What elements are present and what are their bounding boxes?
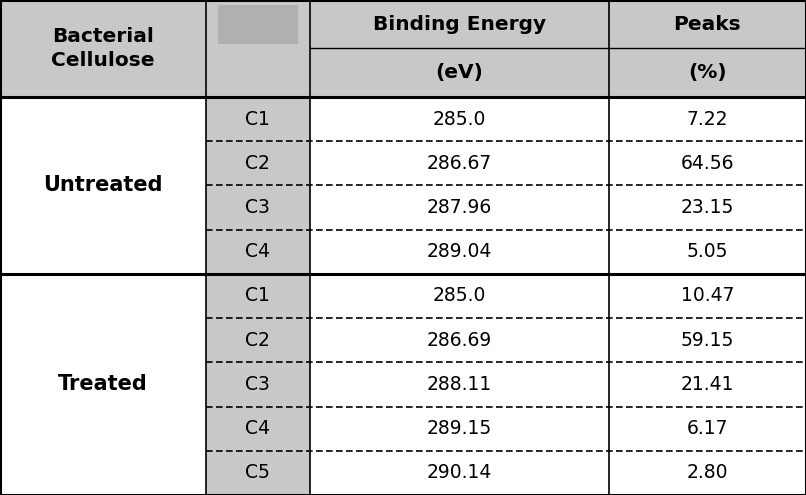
- Bar: [206, 141, 310, 185]
- Bar: [609, 185, 806, 230]
- Bar: [310, 0, 609, 97]
- Text: 287.96: 287.96: [427, 198, 492, 217]
- Bar: [609, 141, 806, 185]
- Text: Treated: Treated: [58, 374, 147, 395]
- Bar: [206, 97, 310, 141]
- Text: 2.80: 2.80: [687, 463, 728, 483]
- Bar: [310, 274, 609, 318]
- Bar: [0, 274, 206, 495]
- Text: 285.0: 285.0: [433, 109, 486, 129]
- Text: C2: C2: [246, 154, 270, 173]
- Text: 285.0: 285.0: [433, 287, 486, 305]
- Bar: [310, 451, 609, 495]
- Text: 5.05: 5.05: [687, 242, 728, 261]
- Text: C4: C4: [245, 419, 271, 438]
- Bar: [218, 5, 297, 44]
- Bar: [609, 97, 806, 141]
- Bar: [206, 185, 310, 230]
- Bar: [206, 362, 310, 406]
- Text: C3: C3: [246, 375, 270, 394]
- Bar: [310, 318, 609, 362]
- Bar: [609, 406, 806, 451]
- Bar: [609, 0, 806, 97]
- Text: Peaks: Peaks: [674, 15, 741, 34]
- Text: 59.15: 59.15: [680, 331, 734, 349]
- Bar: [310, 97, 609, 141]
- Bar: [0, 0, 206, 97]
- Bar: [206, 451, 310, 495]
- Text: 289.04: 289.04: [426, 242, 492, 261]
- Text: Binding Energy: Binding Energy: [373, 15, 546, 34]
- Bar: [310, 185, 609, 230]
- Text: 23.15: 23.15: [680, 198, 734, 217]
- Text: C1: C1: [246, 109, 270, 129]
- Bar: [609, 451, 806, 495]
- Text: 286.67: 286.67: [427, 154, 492, 173]
- Text: 289.15: 289.15: [427, 419, 492, 438]
- Bar: [206, 406, 310, 451]
- Text: C5: C5: [246, 463, 270, 483]
- Bar: [206, 318, 310, 362]
- Text: 7.22: 7.22: [687, 109, 728, 129]
- Bar: [310, 230, 609, 274]
- Text: (eV): (eV): [435, 63, 484, 82]
- Bar: [206, 0, 310, 97]
- Bar: [206, 230, 310, 274]
- Bar: [609, 362, 806, 406]
- Text: 288.11: 288.11: [427, 375, 492, 394]
- Bar: [609, 318, 806, 362]
- Bar: [310, 406, 609, 451]
- Text: Bacterial
Cellulose: Bacterial Cellulose: [51, 27, 155, 70]
- Bar: [609, 274, 806, 318]
- Text: C3: C3: [246, 198, 270, 217]
- Bar: [0, 97, 206, 274]
- Bar: [609, 230, 806, 274]
- Text: 286.69: 286.69: [427, 331, 492, 349]
- Text: 6.17: 6.17: [687, 419, 728, 438]
- Text: 21.41: 21.41: [680, 375, 734, 394]
- Bar: [206, 274, 310, 318]
- Text: Untreated: Untreated: [43, 175, 163, 196]
- Text: C1: C1: [246, 287, 270, 305]
- Text: C2: C2: [246, 331, 270, 349]
- Text: 10.47: 10.47: [680, 287, 734, 305]
- Bar: [310, 362, 609, 406]
- Text: C4: C4: [245, 242, 271, 261]
- Text: 64.56: 64.56: [680, 154, 734, 173]
- Text: 290.14: 290.14: [426, 463, 492, 483]
- Text: (%): (%): [688, 63, 726, 82]
- Bar: [310, 141, 609, 185]
